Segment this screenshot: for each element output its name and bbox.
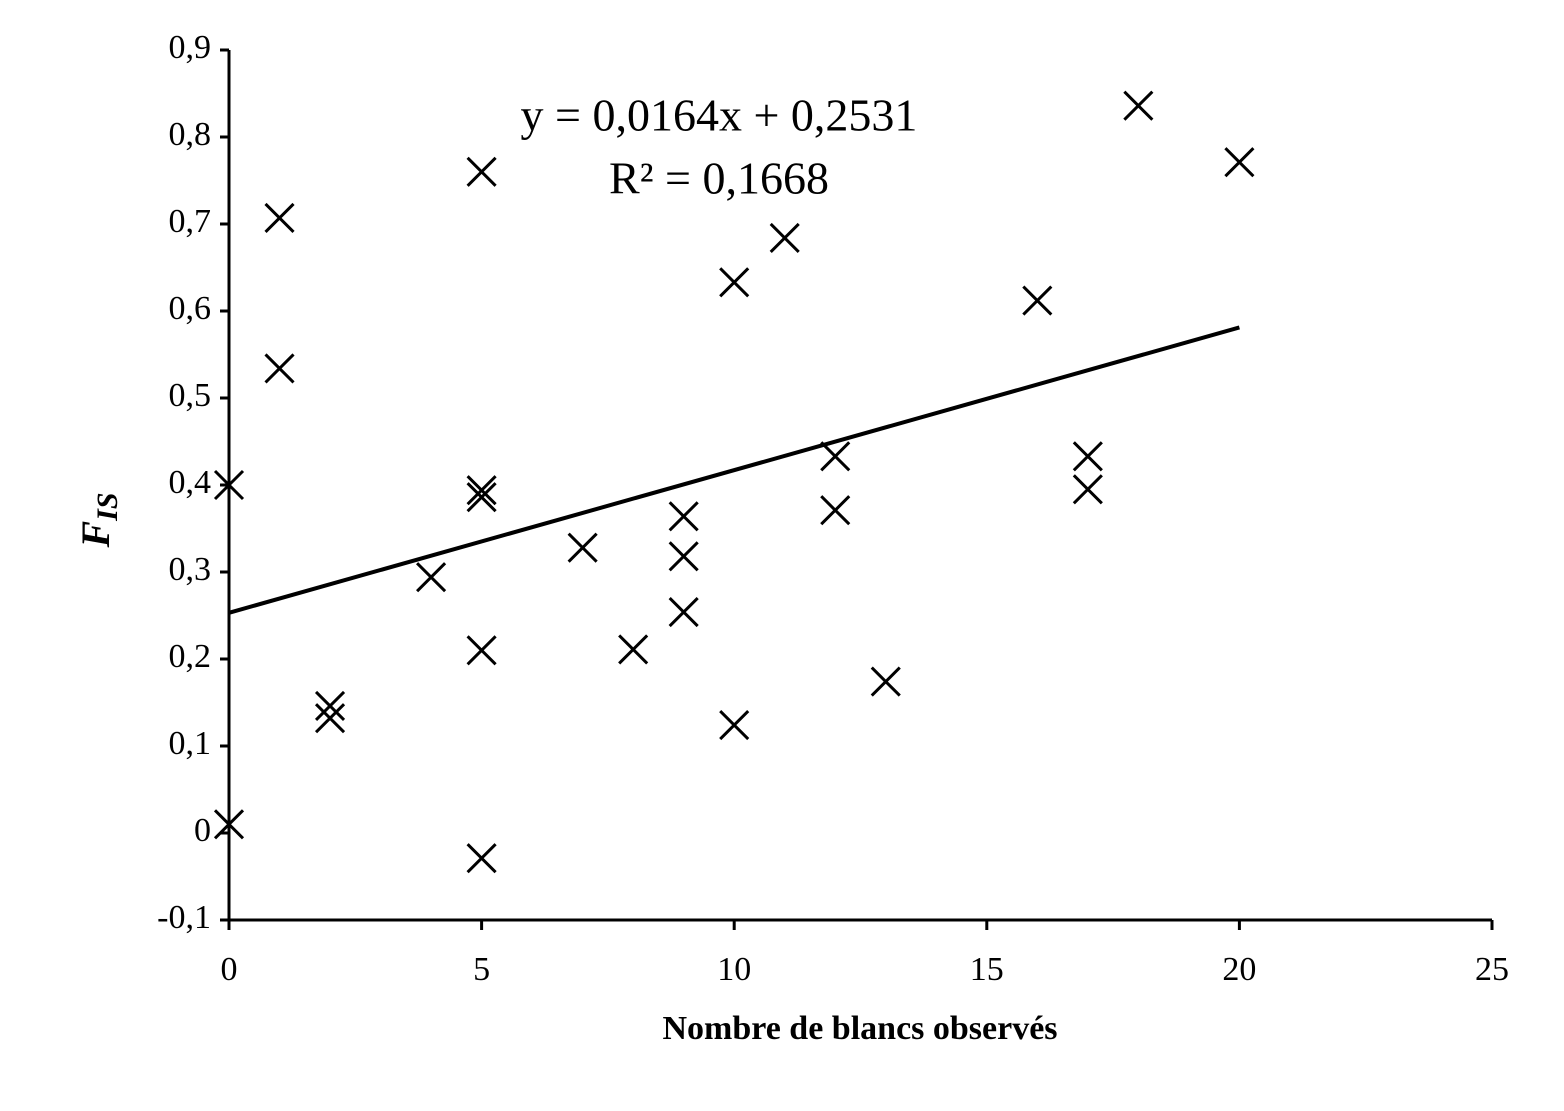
- point: [466, 843, 497, 874]
- x-tick-label: 25: [1475, 951, 1509, 988]
- point: [1022, 285, 1053, 316]
- y-tick-label: 0,1: [169, 725, 212, 762]
- x-tick-label: 10: [717, 951, 751, 988]
- x-tick-label: 15: [970, 951, 1004, 988]
- point: [1123, 90, 1154, 121]
- point: [314, 690, 346, 722]
- point: [769, 222, 800, 253]
- y-axis-label: FIS: [73, 492, 124, 548]
- point: [1072, 441, 1103, 472]
- y-tick-label: 0,8: [169, 116, 212, 153]
- x-tick-label: 5: [473, 951, 490, 988]
- point: [264, 353, 295, 384]
- y-label-main: F: [73, 521, 118, 549]
- point: [466, 156, 497, 187]
- point: [719, 710, 750, 741]
- point: [416, 562, 447, 593]
- point: [567, 532, 598, 563]
- r-squared: R² = 0,1668: [609, 153, 829, 204]
- point: [1224, 147, 1255, 178]
- y-tick-label: 0,7: [169, 203, 212, 240]
- point: [1072, 474, 1103, 505]
- point: [466, 482, 497, 513]
- point: [213, 809, 245, 840]
- y-tick-label: 0,9: [169, 29, 212, 66]
- point: [213, 469, 245, 501]
- y-tick-label: 0,6: [169, 290, 212, 327]
- y-tick-label: 0,4: [169, 464, 212, 501]
- point: [870, 666, 901, 697]
- point: [668, 501, 699, 532]
- point: [264, 202, 295, 233]
- point: [820, 495, 851, 526]
- point: [466, 475, 497, 506]
- x-axis-label: Nombre de blancs observés: [662, 1010, 1057, 1047]
- point: [820, 441, 851, 472]
- point: [466, 635, 497, 666]
- y-tick-label: 0,2: [169, 638, 212, 675]
- point: [618, 634, 649, 665]
- point: [314, 703, 346, 734]
- point: [668, 541, 699, 572]
- x-tick-label: 0: [221, 951, 238, 988]
- y-tick-label: 0: [194, 812, 211, 849]
- y-label-sub: IS: [91, 492, 124, 521]
- y-tick-label: -0,1: [157, 899, 211, 936]
- x-tick-label: 20: [1222, 951, 1256, 988]
- point: [668, 596, 699, 628]
- point: [719, 267, 750, 298]
- y-tick-label: 0,5: [169, 377, 212, 414]
- equation: y = 0,0164x + 0,2531: [521, 90, 918, 141]
- y-tick-label: 0,3: [169, 551, 212, 588]
- trendline: [228, 325, 1240, 615]
